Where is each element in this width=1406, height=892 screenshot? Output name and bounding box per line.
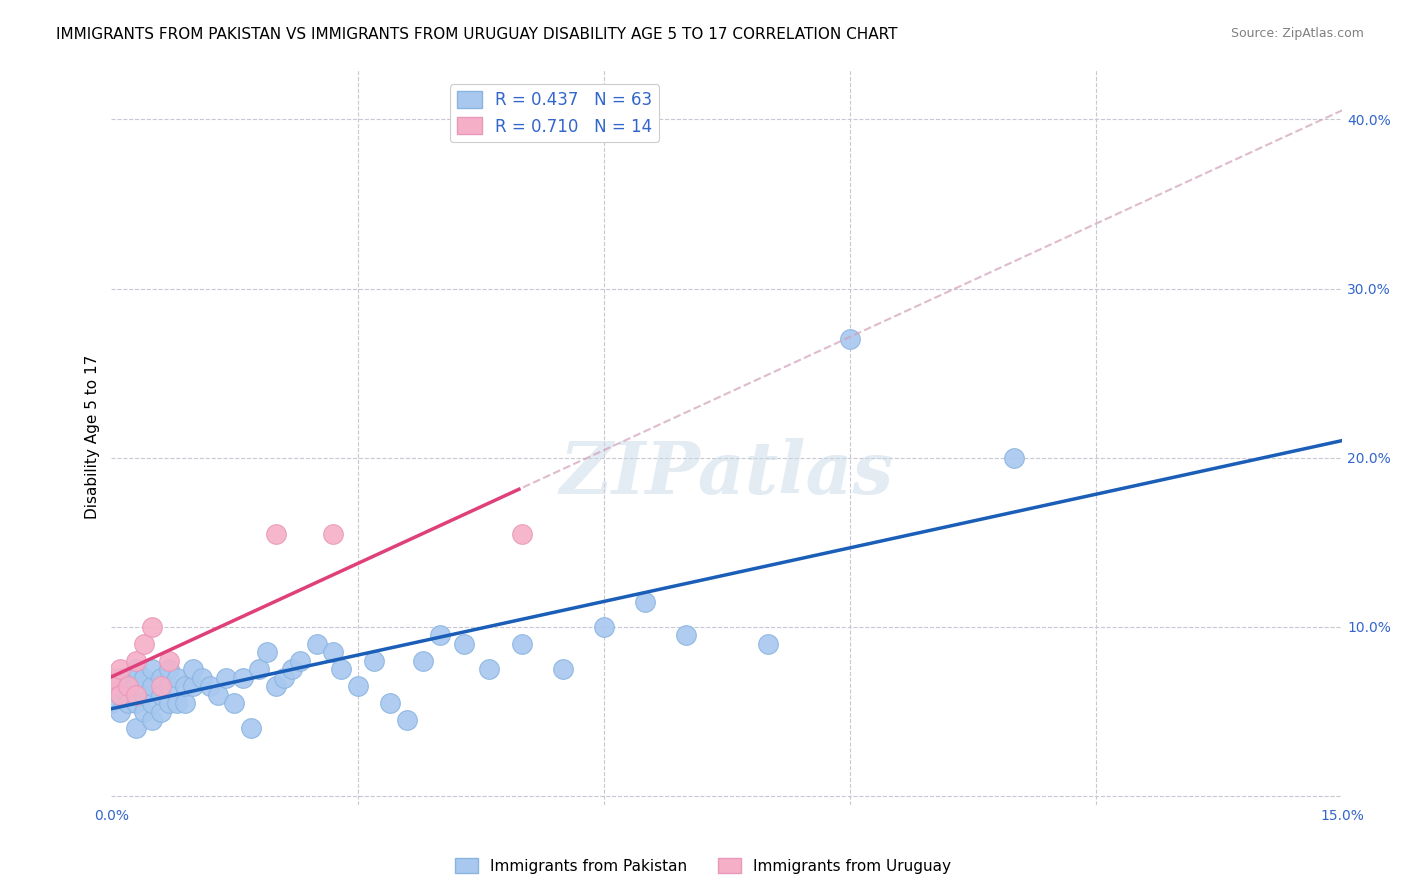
Point — [108, 705, 131, 719]
Point — [134, 688, 156, 702]
Legend: Immigrants from Pakistan, Immigrants from Uruguay: Immigrants from Pakistan, Immigrants fro… — [449, 852, 957, 880]
Point — [838, 332, 860, 346]
Point — [125, 662, 148, 676]
Point — [322, 527, 344, 541]
Point — [346, 679, 368, 693]
Point — [322, 645, 344, 659]
Point — [510, 527, 533, 541]
Point — [675, 628, 697, 642]
Point — [166, 696, 188, 710]
Point — [288, 654, 311, 668]
Point — [207, 688, 229, 702]
Point — [174, 696, 197, 710]
Point — [141, 713, 163, 727]
Point — [1002, 450, 1025, 465]
Point — [363, 654, 385, 668]
Point — [108, 671, 131, 685]
Point — [273, 671, 295, 685]
Point — [149, 671, 172, 685]
Point — [108, 688, 131, 702]
Point — [634, 594, 657, 608]
Point — [224, 696, 246, 710]
Text: Source: ZipAtlas.com: Source: ZipAtlas.com — [1230, 27, 1364, 40]
Point — [141, 620, 163, 634]
Point — [551, 662, 574, 676]
Point — [198, 679, 221, 693]
Point — [183, 679, 205, 693]
Point — [756, 637, 779, 651]
Point — [100, 679, 122, 693]
Point — [247, 662, 270, 676]
Point — [305, 637, 328, 651]
Point — [453, 637, 475, 651]
Point — [239, 722, 262, 736]
Point — [380, 696, 402, 710]
Point — [108, 688, 131, 702]
Point — [149, 679, 172, 693]
Point — [478, 662, 501, 676]
Point — [232, 671, 254, 685]
Point — [157, 679, 180, 693]
Legend: R = 0.437   N = 63, R = 0.710   N = 14: R = 0.437 N = 63, R = 0.710 N = 14 — [450, 84, 659, 142]
Point — [412, 654, 434, 668]
Point — [125, 654, 148, 668]
Y-axis label: Disability Age 5 to 17: Disability Age 5 to 17 — [86, 354, 100, 518]
Point — [330, 662, 353, 676]
Point — [256, 645, 278, 659]
Point — [134, 637, 156, 651]
Point — [125, 696, 148, 710]
Point — [125, 722, 148, 736]
Point — [149, 688, 172, 702]
Point — [264, 527, 287, 541]
Point — [395, 713, 418, 727]
Point — [117, 696, 139, 710]
Point — [592, 620, 614, 634]
Point — [108, 662, 131, 676]
Point — [134, 671, 156, 685]
Point — [510, 637, 533, 651]
Text: ZIPatlas: ZIPatlas — [560, 438, 894, 508]
Point — [264, 679, 287, 693]
Point — [157, 662, 180, 676]
Point — [141, 696, 163, 710]
Point — [117, 679, 139, 693]
Point — [174, 679, 197, 693]
Point — [215, 671, 238, 685]
Point — [166, 671, 188, 685]
Point — [429, 628, 451, 642]
Point — [125, 679, 148, 693]
Point — [100, 696, 122, 710]
Point — [183, 662, 205, 676]
Point — [100, 679, 122, 693]
Point — [125, 688, 148, 702]
Point — [149, 705, 172, 719]
Point — [100, 671, 122, 685]
Point — [117, 679, 139, 693]
Point — [141, 662, 163, 676]
Point — [141, 679, 163, 693]
Point — [134, 705, 156, 719]
Point — [157, 696, 180, 710]
Point — [157, 654, 180, 668]
Point — [190, 671, 212, 685]
Point — [117, 671, 139, 685]
Text: IMMIGRANTS FROM PAKISTAN VS IMMIGRANTS FROM URUGUAY DISABILITY AGE 5 TO 17 CORRE: IMMIGRANTS FROM PAKISTAN VS IMMIGRANTS F… — [56, 27, 898, 42]
Point — [281, 662, 304, 676]
